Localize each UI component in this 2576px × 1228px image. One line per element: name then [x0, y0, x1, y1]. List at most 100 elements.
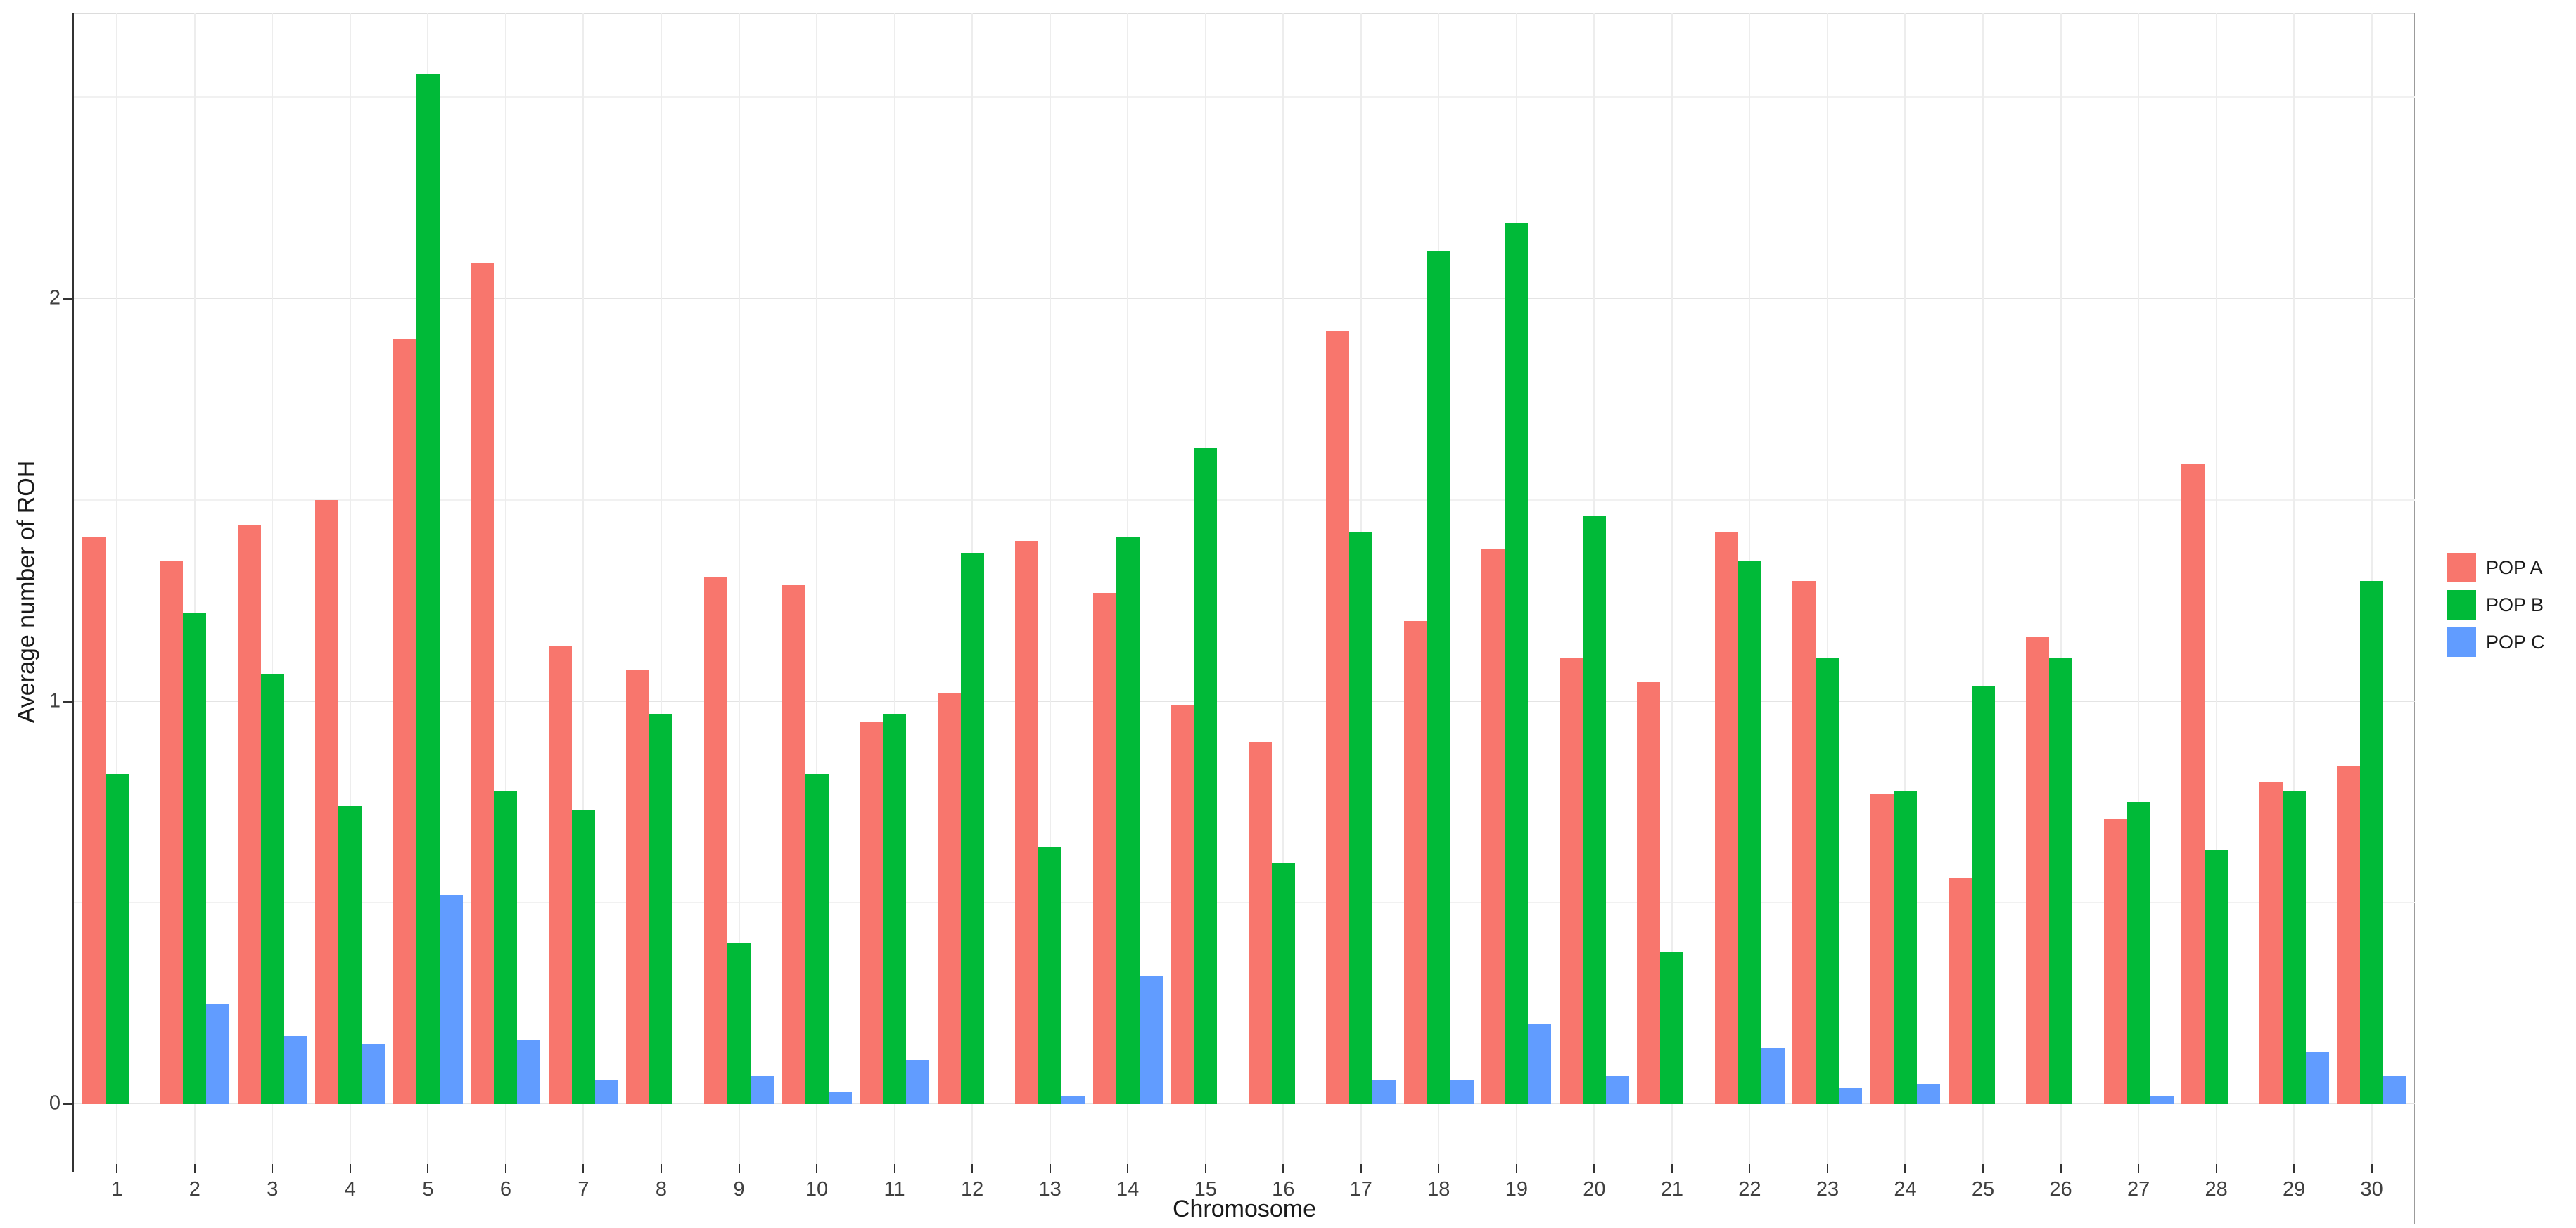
bars-2	[156, 561, 234, 1104]
gridline-y-2	[74, 298, 2415, 300]
panel-top-border	[74, 13, 2415, 14]
bar-pop-b-chr2	[183, 613, 207, 1104]
y-axis-line	[72, 13, 74, 1172]
bar-pop-b-chr28	[2205, 850, 2229, 1104]
bar-group-23: 23	[1789, 13, 1867, 1201]
x-tick-label-23: 23	[1816, 1178, 1839, 1201]
bars-30	[2333, 580, 2411, 1104]
plot-panel: 1 2 3 4 5 6 7 8 9 10 11 12 13 14 15 16 17 18 19 20 21 22 23 24 2…	[74, 13, 2415, 1224]
x-tick-label-1: 1	[111, 1178, 123, 1201]
legend-label: POP B	[2486, 594, 2544, 615]
bars-9	[700, 577, 778, 1104]
bar-pop-b-chr23	[1816, 657, 1839, 1104]
x-tick-label-22: 22	[1738, 1178, 1761, 1201]
x-tick-23	[1826, 1164, 1828, 1173]
x-tick-9	[738, 1164, 740, 1173]
x-tick-label-27: 27	[2127, 1178, 2150, 1201]
bar-group-16: 16	[1244, 13, 1322, 1201]
x-tick-label-2: 2	[189, 1178, 200, 1201]
x-tick-22	[1749, 1164, 1751, 1173]
bar-group-29: 29	[2255, 13, 2333, 1201]
x-tick-14	[1127, 1164, 1129, 1173]
y-tick-label-1: 1	[49, 689, 60, 712]
bar-group-25: 25	[1944, 13, 2022, 1201]
bar-group-27: 27	[2100, 13, 2178, 1201]
bar-pop-c-chr13	[1061, 1096, 1085, 1104]
x-tick-27	[2138, 1164, 2140, 1173]
bars-20	[1555, 516, 1633, 1104]
bars-16	[1244, 741, 1322, 1104]
bar-pop-b-chr14	[1116, 536, 1140, 1104]
x-tick-label-17: 17	[1349, 1178, 1372, 1201]
bar-groups: 1 2 3 4 5 6 7 8 9 10 11 12 13 14 15 16 17 18 19 20 21 22 23 24 2…	[78, 13, 2411, 1201]
bar-pop-c-chr23	[1839, 1088, 1863, 1104]
bar-group-28: 28	[2177, 13, 2255, 1201]
bar-pop-b-chr22	[1737, 561, 1761, 1104]
gridline-x-10	[816, 13, 818, 1164]
x-tick-label-9: 9	[733, 1178, 745, 1201]
y-tick-label-0: 0	[49, 1092, 60, 1115]
bar-pop-b-chr15	[1194, 448, 1218, 1104]
x-tick-label-26: 26	[2049, 1178, 2072, 1201]
x-tick-label-5: 5	[422, 1178, 434, 1201]
bar-pop-b-chr25	[1971, 685, 1995, 1104]
bar-pop-a-chr17	[1326, 331, 1350, 1104]
x-tick-5	[427, 1164, 429, 1173]
x-tick-label-18: 18	[1427, 1178, 1450, 1201]
x-tick-label-13: 13	[1038, 1178, 1061, 1201]
bar-group-7: 7	[544, 13, 623, 1201]
bars-17	[1322, 331, 1401, 1104]
bar-group-30: 30	[2333, 13, 2411, 1201]
bar-pop-a-chr14	[1092, 593, 1116, 1104]
x-tick-16	[1282, 1164, 1284, 1173]
bar-group-10: 10	[778, 13, 856, 1201]
bar-pop-c-chr11	[906, 1060, 930, 1104]
x-tick-8	[660, 1164, 662, 1173]
bar-pop-b-chr13	[1038, 846, 1062, 1104]
bar-pop-b-chr10	[805, 774, 829, 1104]
bar-pop-a-chr27	[2103, 818, 2127, 1104]
bar-pop-c-chr3	[283, 1035, 307, 1104]
x-tick-3	[272, 1164, 274, 1173]
bar-pop-a-chr25	[1948, 878, 1972, 1104]
y-tick-1	[63, 700, 72, 703]
bar-pop-b-chr16	[1271, 862, 1295, 1104]
bars-26	[2022, 637, 2100, 1104]
bar-group-8: 8	[623, 13, 701, 1201]
legend-label: POP A	[2486, 556, 2543, 578]
x-tick-1	[116, 1164, 118, 1173]
legend-swatch-pop-b	[2447, 590, 2476, 620]
bar-pop-a-chr23	[1792, 580, 1816, 1104]
bar-pop-c-chr29	[2305, 1051, 2329, 1104]
gridline-y-0.5	[74, 901, 2415, 903]
bars-1	[78, 536, 156, 1104]
bars-3	[234, 524, 312, 1104]
bar-pop-a-chr1	[82, 536, 106, 1104]
gridline-x-8	[660, 13, 662, 1164]
gridline-y-0	[74, 1103, 2415, 1105]
x-tick-label-6: 6	[499, 1178, 511, 1201]
bar-pop-b-chr6	[494, 790, 518, 1104]
bars-6	[467, 262, 545, 1104]
bar-pop-b-chr1	[105, 774, 129, 1104]
x-tick-20	[1593, 1164, 1595, 1173]
bar-group-19: 19	[1478, 13, 1556, 1201]
bars-23	[1789, 580, 1867, 1104]
bars-13	[1011, 540, 1089, 1104]
bar-pop-a-chr28	[2181, 463, 2205, 1104]
bar-pop-c-chr30	[2383, 1075, 2407, 1104]
bars-18	[1400, 250, 1478, 1104]
bar-pop-b-chr3	[260, 673, 284, 1104]
bar-pop-a-chr13	[1015, 540, 1039, 1104]
bar-pop-c-chr6	[517, 1040, 541, 1104]
bar-pop-b-chr7	[571, 810, 595, 1104]
gridline-x-16	[1282, 13, 1284, 1164]
bars-28	[2177, 463, 2255, 1104]
bar-pop-a-chr20	[1559, 657, 1583, 1104]
bars-22	[1711, 532, 1789, 1104]
bar-pop-b-chr17	[1349, 532, 1373, 1104]
x-tick-label-28: 28	[2205, 1178, 2228, 1201]
gridline-x-2	[193, 13, 196, 1164]
bar-pop-a-chr8	[626, 669, 650, 1104]
